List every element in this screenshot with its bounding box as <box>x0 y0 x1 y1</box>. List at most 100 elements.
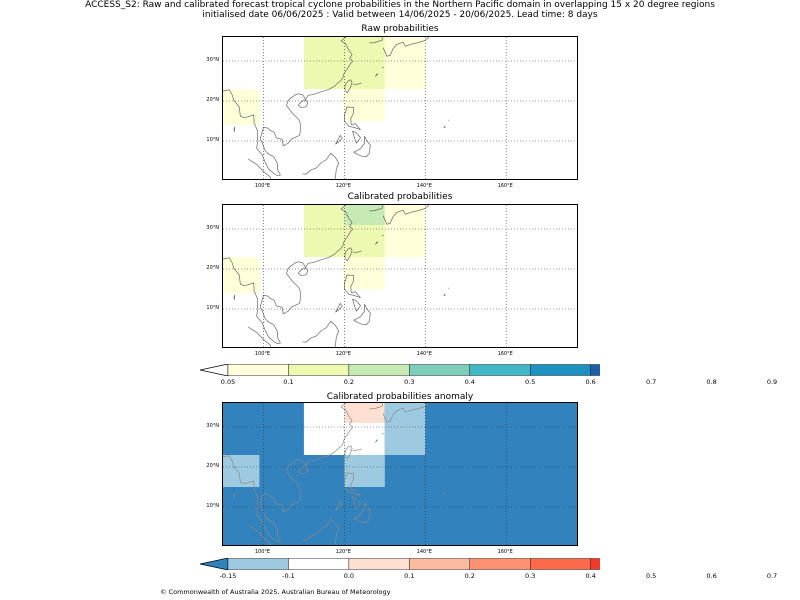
colorbar-segment <box>348 558 410 570</box>
colorbar-under-arrow <box>200 364 229 376</box>
probability-cell <box>384 37 426 89</box>
coastline <box>443 125 446 128</box>
coastline <box>223 403 353 543</box>
probability-cell <box>223 455 260 487</box>
figure-title: ACCESS_S2: Raw and calibrated forecast t… <box>85 0 715 10</box>
colorbar-segment <box>348 364 410 376</box>
lon-tick-label: 120°E <box>335 183 351 189</box>
coastline <box>374 439 379 443</box>
probability-colorbar <box>200 364 600 376</box>
coastline <box>344 274 361 299</box>
coastline <box>297 267 309 277</box>
colorbar-segment <box>409 558 470 570</box>
lon-tick-label: 100°E <box>254 183 271 189</box>
coastline <box>381 432 384 435</box>
coastline <box>443 293 446 296</box>
coastline <box>344 79 353 94</box>
lon-tick-label: 160°E <box>497 549 513 555</box>
colorbar-tick-label: 0.4 <box>585 572 596 580</box>
coastline <box>374 241 379 245</box>
map-calibrated-anomaly <box>222 402 578 546</box>
coastline <box>369 403 384 410</box>
coastline <box>297 465 309 475</box>
lat-tick-label: 20°N <box>206 463 219 469</box>
map-canvas <box>223 37 577 179</box>
panel-title-anomaly: Calibrated probabilities anomaly <box>326 392 474 402</box>
coastline <box>247 158 272 179</box>
colorbar-tick-label: -0.1 <box>282 572 295 580</box>
colorbar-tick-label: -0.15 <box>219 572 237 580</box>
coastline <box>302 152 340 179</box>
figure-subtitle: initialised date 06/06/2025 : Valid betw… <box>202 10 598 20</box>
lat-tick-label: 30°N <box>206 225 219 231</box>
colorbar-tick-label: 0.7 <box>766 572 778 580</box>
colorbar-tick-label: 0.2 <box>343 378 355 386</box>
colorbar-segment <box>288 364 350 376</box>
colorbar-segment <box>409 364 470 376</box>
probability-cell <box>344 257 385 289</box>
coastline <box>352 136 371 158</box>
coastline <box>443 491 446 494</box>
coastline <box>223 37 353 177</box>
colorbar-tick-label: 0.5 <box>645 572 657 580</box>
panel-title-raw: Raw probabilities <box>361 24 439 34</box>
colorbar-tick-label: 0.6 <box>585 378 596 386</box>
lon-tick-label: 120°E <box>335 351 351 357</box>
probability-cell <box>384 403 426 455</box>
colorbar-segment <box>227 558 289 570</box>
coastline <box>223 205 353 345</box>
coastline <box>352 502 371 524</box>
coastline <box>381 66 384 69</box>
coastline <box>233 294 236 300</box>
coastline <box>381 234 384 237</box>
colorbar-tick-label: 0.3 <box>404 378 415 386</box>
coastline <box>335 134 343 145</box>
colorbar-segment <box>530 558 591 570</box>
probability-cell <box>303 37 345 89</box>
probability-cell <box>223 89 260 125</box>
coastline <box>374 73 379 77</box>
probability-cell <box>344 225 385 257</box>
coastline <box>297 99 309 109</box>
anomaly-colorbar <box>200 558 600 570</box>
coastline <box>352 298 361 312</box>
probability-cell <box>303 403 345 455</box>
probability-cell <box>344 455 385 487</box>
probability-cell <box>223 257 260 293</box>
probability-cell <box>344 37 385 89</box>
colorbar-tick-label: 0.1 <box>404 572 415 580</box>
coastline <box>352 496 361 510</box>
colorbar-segment <box>469 364 531 376</box>
colorbar-segment <box>530 364 591 376</box>
colorbar-tick-label: 0.05 <box>220 378 236 386</box>
map-calibrated-probabilities <box>222 204 578 348</box>
coastline <box>302 320 340 347</box>
coastline <box>352 82 362 85</box>
colorbar-tick-label: 0.1 <box>283 378 294 386</box>
copyright-notice: © Commonwealth of Australia 2025, Austra… <box>160 588 391 596</box>
lat-tick-label: 10°N <box>206 305 219 311</box>
colorbar-segment <box>590 364 600 376</box>
probability-cell <box>344 89 385 121</box>
colorbar-under-arrow <box>200 558 229 570</box>
lat-tick-label: 20°N <box>206 265 219 271</box>
colorbar-tick-label: 0.4 <box>464 378 475 386</box>
map-canvas <box>223 403 577 545</box>
probability-cell <box>344 423 385 455</box>
probability-cell <box>344 403 385 423</box>
lat-tick-label: 20°N <box>206 97 219 103</box>
probability-cell <box>384 205 426 257</box>
lon-tick-label: 100°E <box>254 549 271 555</box>
coastline <box>344 472 361 497</box>
coastline <box>247 524 272 545</box>
lon-tick-label: 140°E <box>416 549 432 555</box>
colorbar-tick-label: 0.9 <box>766 378 778 386</box>
coastline <box>344 247 353 262</box>
coastline <box>344 106 361 131</box>
coastline <box>352 130 361 144</box>
coastline <box>302 518 340 545</box>
lon-tick-label: 100°E <box>254 351 271 357</box>
lon-tick-label: 160°E <box>497 351 513 357</box>
coastline <box>335 500 343 511</box>
colorbar-tick-label: 0.2 <box>464 572 475 580</box>
